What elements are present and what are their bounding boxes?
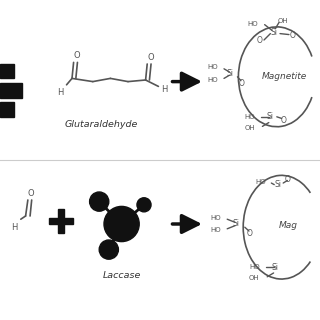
Text: Laccase: Laccase [102, 271, 141, 280]
Text: HO: HO [211, 228, 221, 233]
Text: Si: Si [275, 180, 282, 188]
Text: OH: OH [278, 18, 289, 24]
Bar [49, 218, 73, 224]
Text: Si: Si [272, 263, 279, 272]
Bar [0, 64, 14, 78]
Text: Si: Si [227, 69, 234, 78]
Bar [0, 102, 14, 117]
Circle shape [137, 198, 151, 212]
Text: HO: HO [211, 215, 221, 220]
Text: HO: HO [207, 64, 218, 70]
Text: H: H [58, 88, 64, 97]
Text: HO: HO [207, 77, 218, 83]
Text: O: O [28, 189, 34, 198]
Bar [58, 209, 64, 233]
Text: H: H [11, 223, 18, 232]
Text: HO: HO [244, 114, 255, 120]
Bar [0, 83, 22, 98]
Circle shape [104, 206, 139, 242]
Circle shape [90, 192, 109, 211]
Text: O: O [147, 53, 154, 62]
Text: O: O [239, 79, 244, 88]
Text: OH: OH [249, 276, 260, 281]
Text: O: O [247, 229, 252, 238]
Text: Si: Si [270, 28, 277, 36]
Text: O: O [256, 36, 262, 44]
Text: HO: HO [249, 264, 260, 270]
Text: OH: OH [244, 125, 255, 131]
Text: Mag: Mag [278, 221, 298, 230]
Text: H: H [161, 85, 167, 94]
Text: HO: HO [247, 21, 258, 27]
Circle shape [99, 240, 118, 259]
Text: Si: Si [267, 112, 274, 121]
Text: O: O [285, 175, 291, 184]
Text: O: O [290, 31, 296, 40]
Text: O: O [280, 116, 286, 124]
Text: Magnetite: Magnetite [262, 72, 308, 81]
Text: Glutaraldehyde: Glutaraldehyde [64, 120, 138, 129]
Text: O: O [74, 52, 80, 60]
Text: HO: HO [255, 180, 266, 185]
Text: Si: Si [232, 220, 239, 228]
